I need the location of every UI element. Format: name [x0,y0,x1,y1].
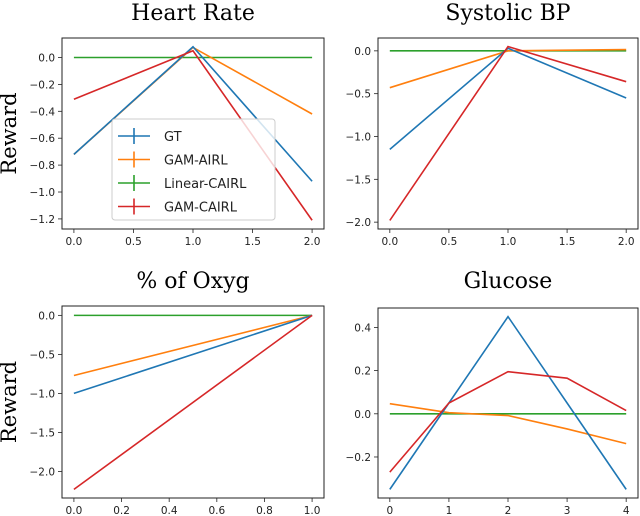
axes-frame [377,307,639,499]
y-tick-label: −1.2 [30,214,56,226]
y-tick-label: −1.0 [30,187,56,199]
x-tick-label: 1.5 [559,236,576,248]
y-tick-label: 0.0 [354,46,371,58]
subplot-title: Systolic BP [445,1,570,26]
subplot-2: % of Oxyg Reward 0.0 0.2 0.4 0.6 0.8 1.0 0.0 −0.5… [0,269,325,516]
x-tick-label: 4 [623,505,630,516]
x-tick-label: 0.4 [161,505,178,516]
axes-frame [61,305,325,499]
x-tick-label: 0.0 [381,236,398,248]
x-tick-label: 3 [564,505,571,516]
series-line-gam-airl [73,314,313,377]
y-tick-label: −0.5 [346,89,372,101]
y-tick-label: −0.2 [346,452,372,464]
y-tick-label: −1.0 [346,131,372,143]
y-tick-label: −0.4 [30,106,56,118]
y-tick-label: 0.2 [354,366,371,378]
series-line-gam-airl [389,48,627,89]
legend-label: GAM-CAIRL [164,201,238,216]
series-line-gt [389,47,627,150]
legend-label: GAM-AIRL [164,154,228,169]
axes-frame [377,37,639,230]
series-line-gam-airl [389,402,627,445]
series-line-gam-cairl [389,45,627,221]
axes-frame [61,37,325,230]
y-tick-label: −0.2 [30,79,56,91]
y-tick-label: 0.0 [38,310,55,322]
y-tick-label: −1.5 [30,427,56,439]
subplot-title: % of Oxyg [136,269,249,294]
x-tick-label: 0.6 [208,505,225,516]
x-tick-label: 1.0 [185,236,202,248]
y-tick-label: −1.0 [30,388,56,400]
y-tick-label: −1.5 [346,174,372,186]
x-tick-label: 0.5 [441,236,458,248]
x-tick-label: 1 [446,505,453,516]
x-tick-label: 0 [386,505,393,516]
x-tick-label: 0.5 [125,236,142,248]
x-tick-label: 2.0 [304,236,321,248]
y-tick-label: 0.0 [354,409,371,421]
x-tick-label: 2 [505,505,512,516]
subplot-0: Heart Rate Reward 0.0 0.5 1.0 1.5 2.0 0.0 −0.2 −0… [0,1,325,248]
legend-label: GT [164,130,182,145]
y-tick-label: −0.6 [30,133,56,145]
y-tick-label: −2.0 [30,466,56,478]
series-line-gt [389,315,627,490]
legend: GT GAM-AIRL Linear-CAIRL GAM-CAIRL [111,118,276,221]
x-tick-label: 1.0 [304,505,321,516]
legend-label: Linear-CAIRL [164,177,247,192]
subplot-1: Systolic BP 0.0 0.5 1.0 1.5 2.0 0.0 −0.5 −1.0 −1.… [346,1,639,248]
y-tick-label: −0.8 [30,160,56,172]
legend-box [111,118,276,221]
y-axis-label: Reward [0,92,21,174]
y-tick-label: 0.4 [354,322,371,334]
x-tick-label: 2.0 [618,236,635,248]
x-tick-label: 1.5 [244,236,261,248]
subplot-3: Glucose 0 1 2 3 4 −0.2 0.0 0.2 0.4 [346,269,639,516]
series-line-gt [73,314,313,395]
y-tick-label: −2.0 [346,217,372,229]
x-tick-label: 0.0 [66,505,83,516]
y-tick-label: −0.5 [30,349,56,361]
x-tick-label: 0.0 [66,236,83,248]
series-line-gam-cairl [389,370,627,473]
subplot-title: Glucose [464,269,553,294]
subplot-title: Heart Rate [131,1,255,26]
y-tick-label: 0.0 [38,53,55,65]
series-line-gam-cairl [73,314,313,491]
x-tick-label: 1.0 [500,236,517,248]
x-tick-label: 0.8 [256,505,273,516]
x-tick-label: 0.2 [113,505,130,516]
y-axis-label: Reward [0,361,21,443]
